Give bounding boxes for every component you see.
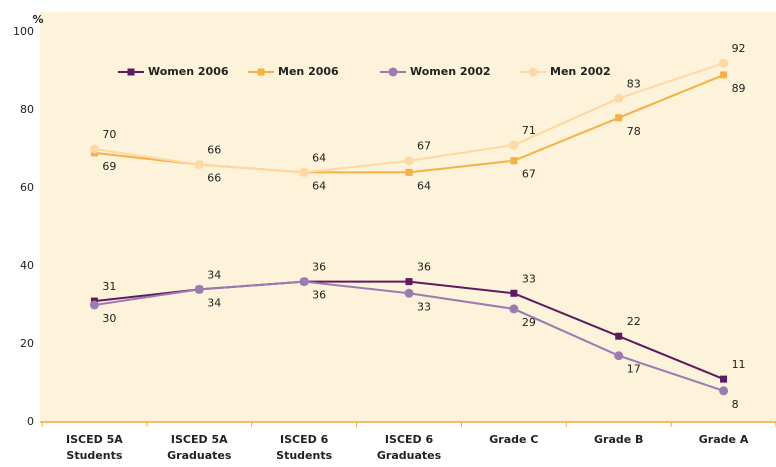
data-label: 78 [627, 125, 641, 138]
y-tick-label: 60 [20, 181, 34, 194]
data-label: 34 [207, 296, 221, 309]
legend-marker [257, 68, 265, 76]
legend-item: Men 2006 [248, 65, 339, 78]
data-point [719, 58, 729, 68]
y-tick-label: 40 [20, 259, 34, 272]
legend-marker [528, 67, 538, 77]
legend-item: Men 2002 [520, 65, 611, 78]
data-point [299, 277, 309, 287]
data-label: 67 [522, 168, 536, 181]
data-label: 36 [312, 261, 326, 274]
data-label: 17 [627, 363, 641, 376]
data-point [720, 71, 728, 79]
data-label: 70 [102, 128, 116, 141]
data-label: 31 [102, 280, 116, 293]
legend-label: Women 2006 [148, 65, 229, 78]
data-label: 89 [732, 82, 746, 95]
x-tick-label: ISCED 5A Graduates [167, 433, 232, 462]
data-point [405, 278, 413, 286]
data-label: 83 [627, 77, 641, 90]
data-label: 64 [312, 179, 326, 192]
x-tick-label: Grade B [594, 433, 643, 446]
data-label: 36 [417, 261, 431, 274]
data-label: 64 [417, 179, 431, 192]
y-tick-label: 80 [20, 103, 34, 116]
data-point [510, 157, 518, 165]
data-point [405, 168, 413, 176]
data-point [615, 114, 623, 122]
data-point [510, 289, 518, 297]
data-point [194, 284, 204, 294]
data-point [719, 386, 729, 396]
data-point [614, 351, 624, 361]
data-label: 33 [522, 272, 536, 285]
data-point [194, 160, 204, 170]
data-label: 92 [732, 42, 746, 55]
legend-label: Women 2002 [410, 65, 491, 78]
data-label: 30 [102, 312, 116, 325]
data-point [509, 304, 519, 314]
data-label: 69 [102, 160, 116, 173]
data-point [615, 332, 623, 340]
legend-label: Men 2006 [278, 65, 339, 78]
y-tick-label: 100 [13, 25, 34, 38]
data-label: 66 [207, 144, 221, 157]
x-tick-label: ISCED 6 Graduates [377, 433, 442, 462]
data-label: 71 [522, 124, 536, 137]
legend-marker [127, 68, 135, 76]
data-label: 8 [732, 398, 739, 411]
plot-background [40, 12, 776, 422]
data-label: 36 [312, 289, 326, 302]
data-point [404, 288, 414, 298]
data-point [89, 300, 99, 310]
y-tick-label: 20 [20, 337, 34, 350]
data-label: 33 [417, 300, 431, 313]
data-point [404, 156, 414, 166]
legend-label: Men 2002 [550, 65, 611, 78]
data-point [299, 167, 309, 177]
x-tick-label: ISCED 5A Students [66, 433, 123, 462]
legend-item: Women 2002 [380, 65, 491, 78]
data-point [720, 375, 728, 383]
data-label: 67 [417, 140, 431, 153]
y-tick-label: 0 [27, 415, 34, 428]
legend-marker [388, 67, 398, 77]
x-tick-label: Grade A [699, 433, 749, 446]
series: 30 34 36 33 29 17 8 [89, 277, 739, 411]
data-label: 11 [732, 358, 746, 371]
data-label: 64 [312, 151, 326, 164]
data-label: 66 [207, 172, 221, 185]
series: 70 66 64 67 71 83 92 [89, 42, 746, 177]
legend-item: Women 2006 [118, 65, 229, 78]
x-tick-label: ISCED 6 Students [276, 433, 332, 462]
data-label: 34 [207, 268, 221, 281]
data-label: 22 [627, 315, 641, 328]
y-axis-label: % [32, 13, 43, 26]
data-point [614, 93, 624, 103]
data-point [509, 140, 519, 150]
x-tick-label: Grade C [489, 433, 538, 446]
data-point [89, 144, 99, 154]
data-label: 29 [522, 316, 536, 329]
